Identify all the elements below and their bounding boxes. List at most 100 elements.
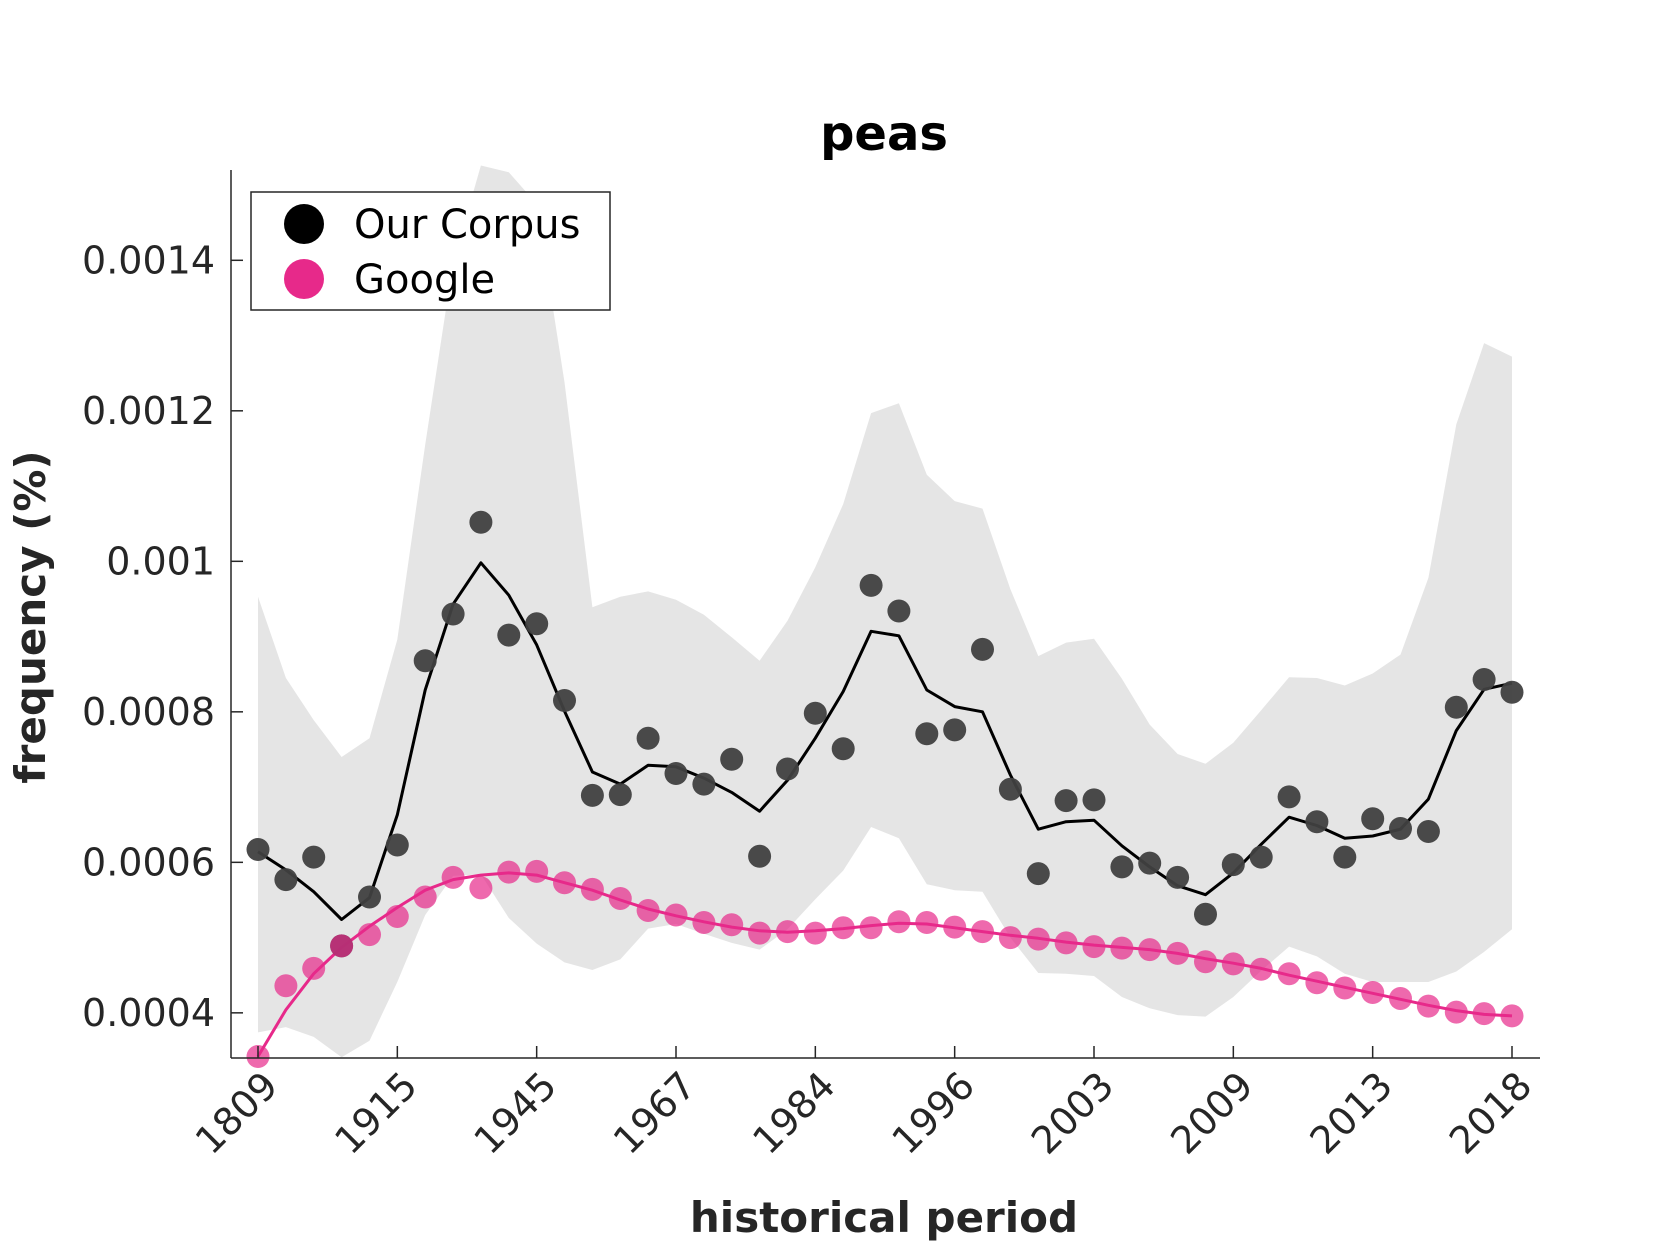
our-corpus-point — [1277, 785, 1301, 809]
y-axis-label: frequency (%) — [6, 450, 55, 783]
our-corpus-point — [441, 602, 465, 626]
google-point — [915, 911, 939, 934]
google-point — [1221, 952, 1245, 976]
confidence-band-layer — [258, 165, 1512, 1058]
our-corpus-point — [385, 833, 409, 857]
our-corpus-point — [1416, 820, 1440, 843]
our-corpus-point — [1194, 902, 1217, 926]
google-point — [413, 885, 437, 909]
google-point — [302, 956, 326, 980]
our-corpus-point — [469, 510, 493, 534]
our-corpus-trend-line — [257, 561, 1513, 921]
google-point — [1110, 936, 1134, 960]
google-point — [1194, 950, 1217, 974]
our-corpus-point — [358, 885, 381, 909]
our-corpus-point — [1054, 789, 1078, 813]
our-corpus-point — [1026, 862, 1050, 886]
our-corpus-point — [302, 845, 326, 869]
google-point — [1472, 1002, 1496, 1026]
y-tick-label: 0.0006 — [82, 840, 215, 884]
our-corpus-point — [664, 762, 688, 785]
our-corpus-point — [1472, 668, 1496, 691]
our-corpus-point — [803, 701, 827, 725]
google-point — [608, 887, 632, 910]
google-point — [274, 974, 298, 998]
y-tick-label: 0.001 — [106, 539, 215, 583]
our-corpus-point — [776, 757, 799, 781]
our-corpus-point — [413, 649, 437, 673]
our-corpus-point — [608, 783, 632, 807]
google-point — [358, 923, 381, 947]
our-corpus-point — [1500, 680, 1524, 704]
google-point — [803, 921, 827, 945]
legend-label-our-corpus: Our Corpus — [354, 202, 580, 248]
google-point — [1054, 931, 1078, 955]
google-trend-line — [256, 871, 1513, 1058]
google-point — [1249, 957, 1273, 981]
our-corpus-point — [943, 718, 967, 742]
google-point — [831, 916, 855, 940]
google-point — [1305, 971, 1329, 995]
our-corpus-point — [525, 612, 549, 636]
google-point — [1082, 935, 1106, 959]
google-point — [664, 903, 688, 927]
google-point — [748, 921, 772, 945]
data-points-layer — [246, 510, 1524, 1068]
google-point — [636, 899, 660, 922]
legend-marker-google — [284, 259, 324, 299]
google-point — [1416, 994, 1440, 1018]
google-point — [971, 920, 994, 944]
our-corpus-point — [887, 599, 911, 623]
google-point — [692, 911, 716, 934]
our-corpus-point — [831, 737, 855, 761]
our-corpus-point — [1221, 853, 1245, 877]
google-point — [943, 915, 967, 939]
google-point — [385, 905, 409, 928]
y-tick-label: 0.0012 — [82, 389, 215, 433]
our-corpus-point — [998, 777, 1022, 801]
our-corpus-point — [1361, 807, 1385, 831]
chart-title: peas — [820, 106, 948, 162]
our-corpus-point — [692, 772, 716, 796]
our-corpus-point — [1305, 810, 1329, 834]
our-corpus-point — [580, 783, 604, 807]
our-corpus-point — [720, 747, 744, 771]
google-point — [1333, 976, 1357, 1000]
our-corpus-point — [246, 838, 270, 861]
legend-label-google: Google — [354, 257, 495, 303]
our-corpus-confidence-band — [258, 165, 1512, 1058]
legend: Our Corpus Google — [250, 191, 611, 311]
y-tick-label: 0.0004 — [82, 991, 215, 1035]
google-point — [859, 916, 883, 940]
google-point — [497, 860, 521, 884]
google-point — [441, 865, 465, 889]
google-point — [887, 910, 911, 934]
google-point — [330, 934, 354, 958]
google-point — [1166, 941, 1190, 965]
legend-marker-our-corpus — [284, 204, 324, 244]
our-corpus-point — [1249, 845, 1273, 869]
google-point — [1500, 1004, 1524, 1028]
google-point — [776, 920, 799, 944]
our-corpus-point — [497, 623, 521, 647]
our-corpus-point — [1138, 851, 1162, 875]
google-point — [1138, 938, 1162, 962]
our-corpus-point — [915, 722, 939, 746]
our-corpus-point — [748, 844, 772, 868]
x-axis-label: historical period — [690, 1193, 1078, 1242]
our-corpus-point — [1166, 865, 1190, 889]
trend-lines-layer — [256, 561, 1513, 1058]
google-point — [720, 913, 744, 937]
google-point — [1444, 1000, 1468, 1024]
google-point — [1026, 927, 1050, 951]
google-point — [1277, 962, 1301, 986]
our-corpus-point — [971, 637, 994, 661]
google-point — [525, 859, 549, 883]
y-tick-label: 0.0008 — [82, 690, 215, 734]
our-corpus-point — [553, 689, 576, 712]
our-corpus-point — [1110, 855, 1134, 879]
google-point — [1389, 987, 1412, 1010]
google-point — [553, 871, 576, 895]
google-point — [580, 877, 604, 901]
